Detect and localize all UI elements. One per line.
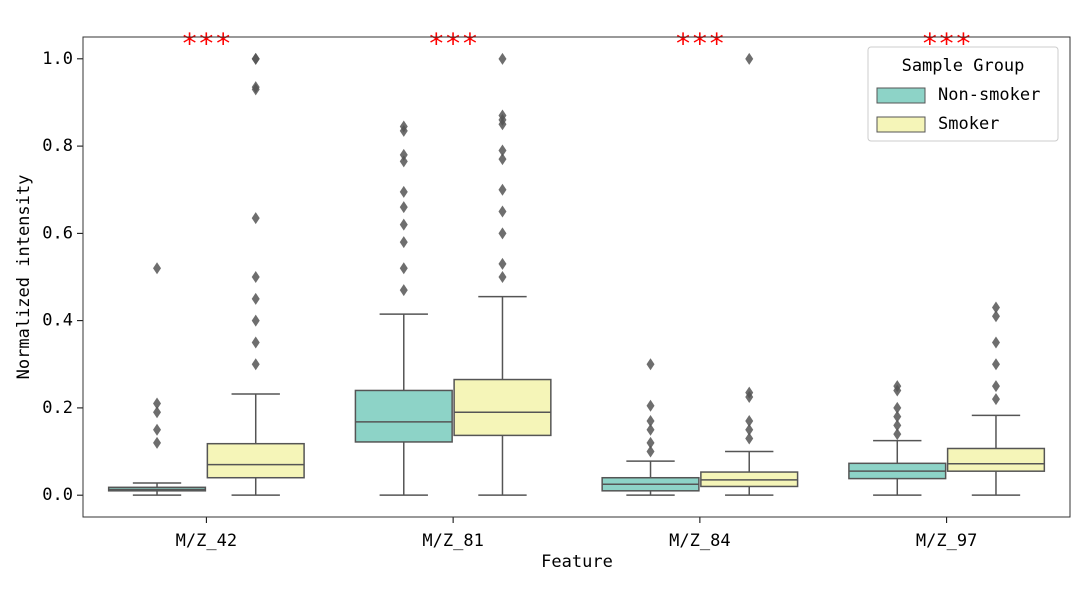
flier (153, 397, 162, 410)
flier (498, 52, 507, 65)
significance: *** (675, 27, 726, 60)
flier (745, 432, 754, 445)
flier (399, 148, 408, 161)
y-tick-label: 1.0 (42, 49, 73, 69)
flier (399, 218, 408, 231)
legend-swatch (876, 87, 926, 104)
flier (646, 399, 655, 412)
y-tick-label: 0.0 (42, 485, 73, 505)
x-tick-label: M/Z_84 (669, 531, 730, 551)
flier (745, 391, 754, 403)
flier (251, 83, 260, 96)
flier (991, 310, 1000, 323)
flier (991, 358, 1000, 371)
flier (646, 445, 655, 458)
flier (251, 336, 260, 349)
y-tick-label: 0.8 (42, 136, 73, 156)
y-axis-label: Normalized intensity (14, 175, 34, 380)
y-tick-label: 0.6 (42, 223, 73, 243)
y-tick-label: 0.4 (42, 311, 73, 331)
flier (153, 423, 162, 436)
flier (646, 423, 655, 436)
x-tick-label: M/Z_81 (422, 531, 483, 551)
flier (498, 118, 507, 131)
legend-swatch (876, 116, 926, 133)
flier (153, 262, 162, 275)
flier (498, 271, 507, 283)
flier (893, 410, 902, 423)
flier (893, 384, 902, 397)
flier (399, 155, 408, 168)
flier (646, 358, 655, 371)
box (946, 447, 1046, 472)
x-tick-label: M/Z_97 (916, 531, 977, 551)
flier (893, 428, 902, 441)
legend-title: Sample Group (902, 56, 1025, 76)
flier (399, 236, 408, 249)
flier (399, 185, 408, 198)
flier (498, 144, 507, 157)
flier (399, 124, 408, 137)
box (206, 442, 305, 479)
x-axis-label: Feature (541, 552, 613, 572)
legend-label: Smoker (938, 114, 999, 134)
flier (745, 423, 754, 436)
flier (745, 52, 754, 65)
flier (498, 153, 507, 166)
flier (991, 301, 1000, 314)
flier (251, 314, 260, 327)
flier (251, 52, 260, 65)
flier (646, 436, 655, 449)
flier (745, 415, 754, 427)
flier (251, 212, 260, 225)
flier (251, 292, 260, 305)
box (453, 378, 552, 437)
flier (399, 262, 408, 275)
flier (991, 336, 1000, 349)
flier (498, 205, 507, 218)
flier (399, 284, 408, 297)
x-tick-label: M/Z_42 (176, 531, 237, 551)
legend-label: Non-smoker (938, 85, 1040, 105)
flier (498, 257, 507, 270)
flier (251, 271, 260, 283)
flier (893, 401, 902, 414)
flier (646, 415, 655, 427)
flier (153, 406, 162, 419)
flier (893, 419, 902, 432)
flier (399, 201, 408, 214)
flier (498, 183, 507, 196)
plot-frame (82, 36, 1071, 518)
flier (498, 227, 507, 240)
flier (991, 380, 1000, 393)
y-tick-label: 0.2 (42, 398, 73, 418)
significance: *** (181, 27, 232, 60)
flier (991, 393, 1000, 406)
flier (251, 358, 260, 371)
significance: *** (428, 27, 479, 60)
box (354, 389, 453, 443)
flier (153, 436, 162, 449)
